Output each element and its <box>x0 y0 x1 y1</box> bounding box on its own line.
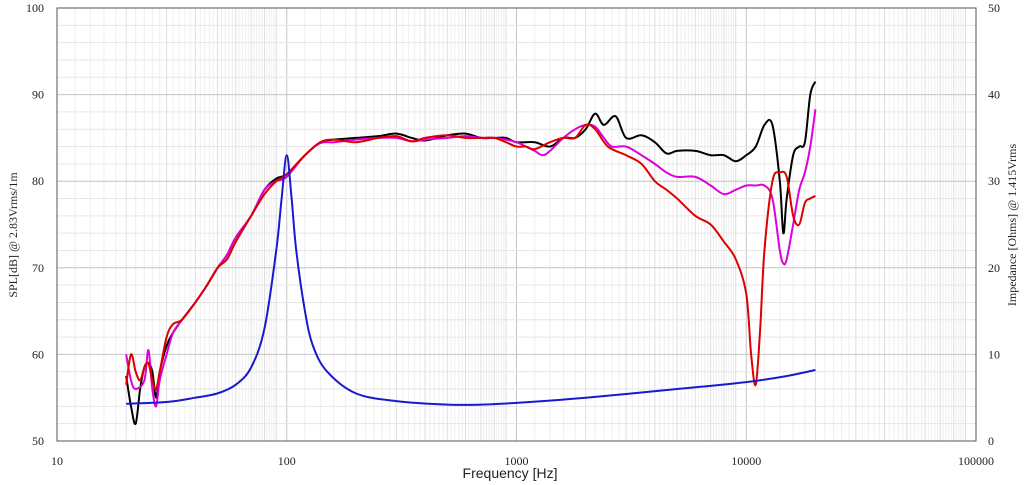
x-axis-title: Frequency [Hz] <box>463 465 558 481</box>
plot-border <box>56 7 977 442</box>
x-tick-label: 1000 <box>505 454 529 468</box>
y-left-tick-label: 50 <box>32 434 44 448</box>
y-right-tick-label: 40 <box>988 88 1000 102</box>
x-tick-label: 10 <box>51 454 63 468</box>
y-left-axis-title: SPL[dB] @ 2.83Vrms/1m <box>6 172 20 298</box>
y-left-tick-label: 60 <box>32 347 44 361</box>
y-right-tick-label: 0 <box>988 434 994 448</box>
x-tick-label: 100 <box>278 454 296 468</box>
series-group <box>125 81 817 426</box>
y-left-tick-label: 70 <box>32 261 44 275</box>
y-left-tick-labels: 50 60 70 80 90 100 <box>26 1 44 448</box>
x-tick-label: 10000 <box>731 454 761 468</box>
y-right-axis-title: Impedance [Ohms] @ 1.415Vrms <box>1005 144 1019 307</box>
y-right-tick-label: 10 <box>988 347 1000 361</box>
series-line-3 <box>125 123 816 391</box>
y-left-tick-label: 100 <box>26 1 44 15</box>
y-right-tick-labels: 0 10 20 30 40 50 <box>988 1 1000 448</box>
y-right-tick-label: 20 <box>988 261 1000 275</box>
y-left-tick-label: 90 <box>32 88 44 102</box>
series-line-4 <box>126 154 816 406</box>
grid <box>56 7 976 442</box>
x-tick-label: 100000 <box>958 454 994 468</box>
y-right-tick-label: 30 <box>988 174 1000 188</box>
y-right-tick-label: 50 <box>988 1 1000 15</box>
x-tick-labels: 10 100 1000 10000 100000 <box>51 454 994 468</box>
y-left-tick-label: 80 <box>32 174 44 188</box>
